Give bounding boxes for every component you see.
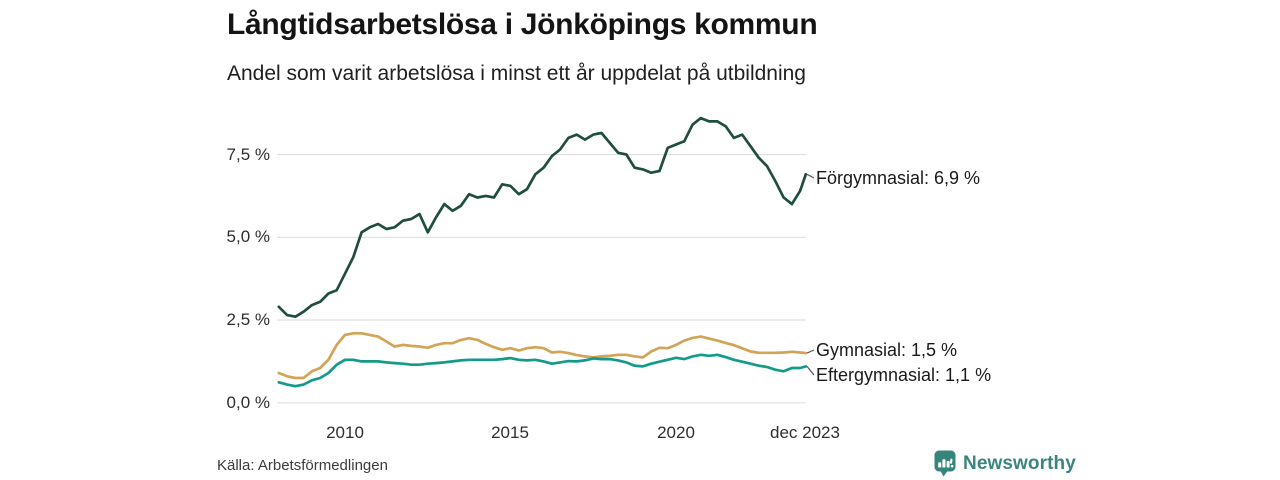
- series-label-gymnasial: Gymnasial: 1,5 %: [816, 340, 958, 360]
- newsworthy-wordmark: Newsworthy: [963, 452, 1076, 474]
- y-tick-7-5: 7,5 %: [226, 145, 270, 164]
- y-tick-2-5: 2,5 %: [226, 310, 270, 329]
- series-label-eftergymnasial: Eftergymnasial: 1,1 %: [816, 365, 992, 385]
- chart-title: Långtidsarbetslösa i Jönköpings kommun: [227, 8, 818, 41]
- newsworthy-logo: Newsworthy: [934, 450, 1076, 477]
- y-tick-0-0: 0,0 %: [226, 393, 270, 412]
- x-tick-2015: 2015: [491, 423, 529, 442]
- series-label-forgymnasial: Förgymnasial: 6,9 %: [816, 168, 981, 188]
- x-tick-dec-2023: dec 2023: [770, 423, 840, 442]
- y-tick-5-0: 5,0 %: [226, 227, 270, 246]
- x-tick-2010: 2010: [326, 423, 364, 442]
- chart-subtitle: Andel som varit arbetslösa i minst ett å…: [227, 62, 806, 85]
- x-tick-2020: 2020: [657, 423, 695, 442]
- source-note: Källa: Arbetsförmedlingen: [217, 457, 388, 474]
- newsworthy-bubble-chart-icon: [934, 450, 956, 477]
